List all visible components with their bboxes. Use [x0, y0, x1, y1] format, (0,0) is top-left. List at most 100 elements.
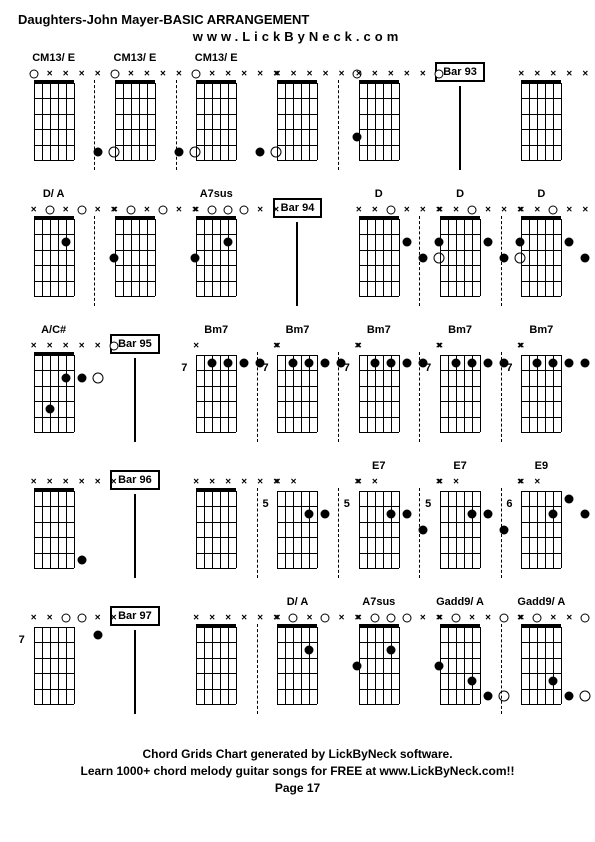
finger-dot — [484, 358, 493, 367]
chord-diagram: ×××××× — [191, 488, 241, 568]
mute-string-icon: × — [356, 205, 362, 216]
tie-line — [419, 216, 420, 306]
chord-name: D/ A — [43, 188, 65, 202]
finger-dot — [402, 358, 411, 367]
chord-cell: D/ A×××× — [262, 596, 333, 726]
chord-cell: ×××5 — [262, 460, 333, 590]
mute-string-icon: × — [356, 613, 362, 624]
chord-cell: D ××××× — [424, 188, 495, 318]
mute-string-icon: × — [31, 477, 37, 488]
fret-number: 7 — [425, 362, 431, 374]
chord-cell: E7×××5 — [424, 460, 495, 590]
mute-string-icon: × — [273, 205, 279, 216]
mute-string-icon: × — [79, 477, 85, 488]
tie-line — [94, 80, 95, 170]
mute-string-icon: × — [518, 341, 524, 352]
fret-number: 7 — [262, 362, 268, 374]
chord-diagram: ××××× — [29, 80, 79, 160]
open-string-icon — [289, 614, 298, 623]
finger-dot — [370, 358, 379, 367]
open-string-icon — [45, 206, 54, 215]
mute-string-icon: × — [485, 205, 491, 216]
mute-string-icon: × — [582, 69, 588, 80]
tie-line — [338, 488, 339, 578]
finger-dot — [386, 510, 395, 519]
chord-cell: A7sus××× — [343, 596, 414, 726]
finger-dot — [581, 510, 590, 519]
mute-string-icon: × — [356, 477, 362, 488]
mute-string-icon: × — [63, 477, 69, 488]
finger-dot — [581, 358, 590, 367]
mute-string-icon: × — [372, 205, 378, 216]
mute-string-icon: × — [372, 69, 378, 80]
chord-cell: CM13/ E××××× — [181, 52, 252, 182]
fret-number: 7 — [506, 362, 512, 374]
tie-line — [257, 624, 258, 714]
mute-string-icon: × — [372, 477, 378, 488]
finger-dot — [565, 238, 574, 247]
mute-string-icon: × — [128, 69, 134, 80]
finger-dot — [549, 510, 558, 519]
mute-string-icon: × — [63, 341, 69, 352]
chord-name: CM13/ E — [114, 52, 157, 66]
open-string-icon — [224, 206, 233, 215]
chord-diagram: ×××5 — [435, 488, 485, 568]
finger-dot — [533, 358, 542, 367]
mute-string-icon: × — [518, 69, 524, 80]
open-string-icon — [386, 206, 395, 215]
chord-cell: Gadd9/ A×××× — [506, 596, 577, 726]
mute-string-icon: × — [95, 341, 101, 352]
open-string-icon — [110, 70, 119, 79]
open-string-icon — [240, 206, 249, 215]
mute-string-icon: × — [193, 613, 199, 624]
mute-string-icon: × — [193, 341, 199, 352]
mute-string-icon: × — [241, 613, 247, 624]
chord-diagram: ××××7 — [29, 624, 79, 704]
finger-dot — [549, 358, 558, 367]
mute-string-icon: × — [31, 341, 37, 352]
mute-string-icon: × — [518, 477, 524, 488]
chord-diagram: ××××× — [516, 216, 566, 296]
chord-diagram: ××××× — [354, 80, 404, 160]
chord-cell: Gadd9/ A×××× — [424, 596, 495, 726]
chord-diagram: ××××× — [435, 216, 485, 296]
mute-string-icon: × — [518, 613, 524, 624]
chord-diagram: ×××× — [110, 216, 160, 296]
chord-cell: A7sus××× — [181, 188, 252, 318]
finger-dot — [289, 358, 298, 367]
chord-diagram: ×××× — [435, 624, 485, 704]
chord-diagram: ×××××× — [29, 488, 79, 568]
chord-diagram: ×××××× — [516, 80, 566, 160]
finger-dot — [45, 404, 54, 413]
chord-cell: ×××××× — [181, 596, 252, 726]
chord-cell: Bm7××7 — [424, 324, 495, 454]
mute-string-icon: × — [193, 205, 199, 216]
fret-number: 6 — [506, 498, 512, 510]
chord-name: D — [375, 188, 383, 202]
finger-dot — [305, 646, 314, 655]
chord-diagram: ××7 — [516, 352, 566, 432]
chord-name: D — [537, 188, 545, 202]
tie-line — [501, 216, 502, 306]
footer-line-1: Chord Grids Chart generated by LickByNec… — [18, 746, 577, 763]
chord-cell: CM13/ E××××× — [18, 52, 89, 182]
mute-string-icon: × — [534, 69, 540, 80]
chord-name: D — [456, 188, 464, 202]
open-string-icon — [109, 342, 118, 351]
finger-dot — [468, 676, 477, 685]
tie-line — [501, 488, 502, 578]
mute-string-icon: × — [550, 69, 556, 80]
finger-dot — [240, 358, 249, 367]
finger-dot-open — [580, 691, 591, 702]
fret-number: 7 — [181, 362, 187, 374]
mute-string-icon: × — [63, 205, 69, 216]
mute-string-icon: × — [79, 69, 85, 80]
chord-cell: ××××× — [343, 52, 414, 182]
mute-string-icon: × — [144, 69, 150, 80]
finger-dot — [484, 238, 493, 247]
open-string-icon — [402, 614, 411, 623]
chord-cell: Bm7××7 — [262, 324, 333, 454]
chord-cell: D ××××× — [506, 188, 577, 318]
tie-line — [338, 352, 339, 442]
mute-string-icon: × — [388, 69, 394, 80]
